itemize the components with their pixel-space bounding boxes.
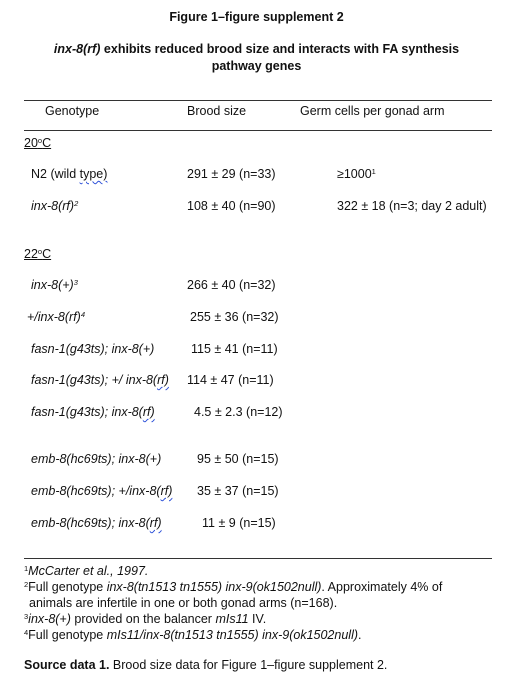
source-data-line: Source data 1. Brood size data for Figur…	[24, 658, 387, 672]
genotype-cell: fasn-1(g43ts); inx-8(rf)	[31, 405, 155, 419]
genotype-cell: inx-8(+)3	[31, 278, 78, 292]
section-temp-22: 22oC	[24, 247, 52, 261]
genotype-cell: fasn-1(g43ts); inx-8(+)	[31, 342, 155, 356]
genotype-cell: emb-8(hc69ts); inx-8(+)	[31, 452, 162, 466]
table-header-rule	[24, 130, 492, 131]
brood-cell: 95 ± 50 (n=15)	[197, 452, 279, 466]
genotype-cell: inx-8(rf)2	[31, 199, 79, 213]
brood-cell: 255 ± 36 (n=32)	[190, 310, 279, 324]
source-data-text: Brood size data for Figure 1–figure supp…	[109, 658, 388, 672]
brood-cell: 291 ± 29 (n=33)	[187, 167, 276, 181]
brood-cell: 4.5 ± 2.3 (n=12)	[194, 405, 283, 419]
header-genotype: Genotype	[45, 104, 100, 118]
brood-cell: 115 ± 41 (n=11)	[191, 342, 278, 356]
brood-cell: 35 ± 37 (n=15)	[197, 484, 279, 498]
brood-cell: 266 ± 40 (n=32)	[187, 278, 276, 292]
section-temp-20: 20oC	[24, 136, 52, 150]
header-germ-cells: Germ cells per gonad arm	[300, 104, 445, 118]
genotype-cell: fasn-1(g43ts); +/ inx-8(rf)	[31, 373, 169, 387]
genotype-cell: emb-8(hc69ts); inx-8(rf)	[31, 516, 162, 530]
footnote-1: 1McCarter et al., 1997.	[24, 564, 149, 578]
subtitle-line1-rest: exhibits reduced brood size and interact…	[100, 42, 460, 56]
subtitle-line-1: inx-8(rf) exhibits reduced brood size an…	[0, 41, 513, 58]
footnote-2-continuation: animals are infertile in one or both gon…	[29, 596, 338, 610]
table-top-rule	[24, 100, 492, 101]
genotype-cell: emb-8(hc69ts); +/inx-8(rf)	[31, 484, 173, 498]
brood-cell: 114 ± 47 (n=11)	[187, 373, 274, 387]
header-brood-size: Brood size	[187, 104, 247, 118]
genotype-cell: N2 (wild type)	[31, 167, 108, 181]
brood-cell: 108 ± 40 (n=90)	[187, 199, 276, 213]
footnote-2: 2Full genotype inx-8(tn1513 tn1555) inx-…	[24, 580, 443, 594]
source-data-label: Source data 1.	[24, 658, 110, 672]
brood-cell: 11 ± 9 (n=15)	[202, 516, 276, 530]
germ-cell: 322 ± 18 (n=3; day 2 adult)	[337, 199, 487, 213]
table-bottom-rule	[24, 558, 492, 559]
figure-title: Figure 1–figure supplement 2	[169, 10, 344, 24]
figure-subtitle: inx-8(rf) exhibits reduced brood size an…	[0, 41, 513, 75]
germ-cell: ≥10001	[337, 167, 376, 181]
footnote-3: 3inx-8(+) provided on the balancer mIs11…	[24, 612, 267, 626]
footnote-4: 4Full genotype mIs11/inx-8(tn1513 tn1555…	[24, 628, 362, 642]
genotype-cell: +/inx-8(rf)4	[27, 310, 85, 324]
subtitle-gene: inx-8(rf)	[53, 42, 101, 56]
subtitle-line-2: pathway genes	[211, 59, 302, 73]
